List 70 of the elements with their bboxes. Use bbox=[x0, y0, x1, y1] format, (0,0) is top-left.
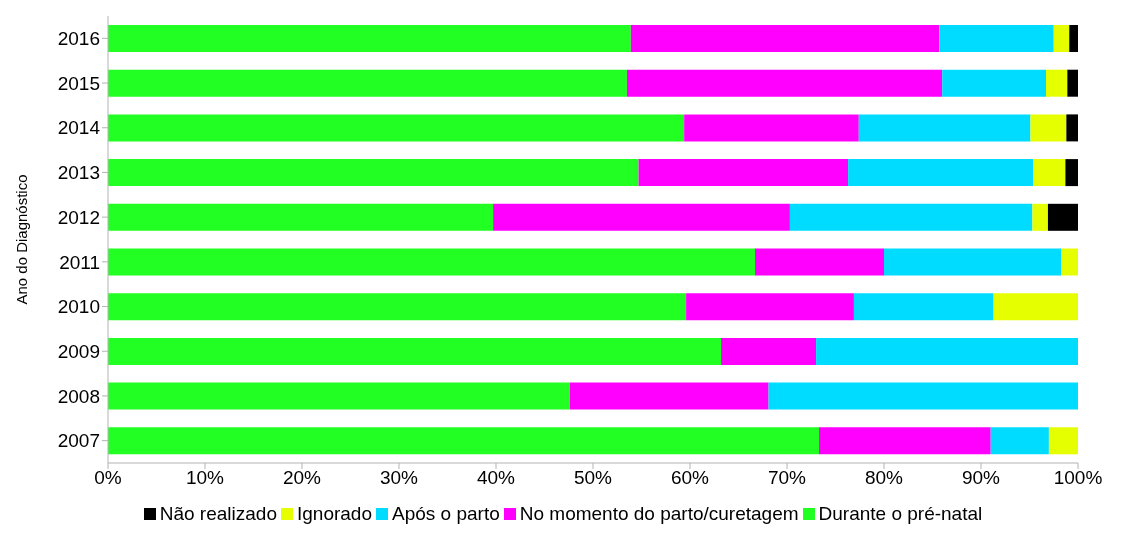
bar bbox=[1065, 159, 1078, 187]
y-tick-label: 2015 bbox=[57, 72, 100, 94]
x-tick-label: 10% bbox=[185, 467, 225, 489]
bar bbox=[819, 427, 991, 455]
y-tick-label: 2008 bbox=[57, 385, 100, 407]
y-tick-label: 2009 bbox=[57, 340, 100, 362]
x-tick-label: 40% bbox=[476, 467, 516, 489]
bar bbox=[108, 25, 631, 52]
bar bbox=[638, 159, 849, 187]
x-tick-label: 80% bbox=[864, 467, 904, 489]
bar bbox=[684, 114, 859, 142]
y-tick-label: 2016 bbox=[57, 28, 100, 50]
y-tick-label: 2011 bbox=[59, 251, 100, 273]
x-tick-label: 70% bbox=[767, 467, 807, 489]
bar bbox=[1047, 203, 1078, 231]
bar bbox=[108, 293, 687, 321]
bar bbox=[108, 337, 722, 365]
bar bbox=[108, 69, 627, 97]
y-axis-title: Ano do Diagnóstico bbox=[13, 174, 31, 305]
bar bbox=[853, 293, 994, 321]
bar bbox=[942, 69, 1046, 97]
bar bbox=[493, 203, 790, 231]
bar bbox=[108, 114, 685, 142]
bar bbox=[858, 114, 1031, 142]
bar bbox=[1032, 203, 1048, 231]
y-tick-label: 2012 bbox=[57, 206, 100, 228]
bar bbox=[108, 248, 755, 276]
bar bbox=[1033, 159, 1066, 187]
legend-label: Após o parto bbox=[391, 503, 500, 525]
x-tick-label: 50% bbox=[573, 467, 613, 489]
x-tick-label: 60% bbox=[670, 467, 710, 489]
bar bbox=[108, 427, 820, 455]
y-tick-label: 2014 bbox=[57, 117, 101, 139]
bar bbox=[630, 25, 940, 52]
bar bbox=[1045, 69, 1068, 97]
legend-label: No momento do parto/curetagem bbox=[518, 503, 799, 525]
bar bbox=[768, 382, 1078, 410]
bar bbox=[569, 382, 769, 410]
x-tick-label: 0% bbox=[94, 467, 122, 489]
y-tick-label: 2007 bbox=[57, 430, 100, 452]
x-tick-label: 20% bbox=[282, 467, 322, 489]
bar bbox=[789, 203, 1033, 231]
bar bbox=[108, 382, 570, 410]
legend-label: Ignorado bbox=[295, 503, 372, 525]
y-tick-label: 2013 bbox=[57, 162, 100, 184]
bar bbox=[1067, 69, 1078, 97]
bar bbox=[108, 159, 639, 187]
bar bbox=[626, 69, 943, 97]
bar bbox=[990, 427, 1049, 455]
bar bbox=[1066, 114, 1078, 142]
y-tick-label: 2010 bbox=[57, 296, 100, 318]
legend-label: Não realizado bbox=[158, 503, 277, 525]
bar bbox=[754, 248, 884, 276]
x-tick-label: 100% bbox=[1053, 467, 1103, 489]
x-tick-label: 30% bbox=[379, 467, 419, 489]
bar bbox=[816, 337, 1078, 365]
bar bbox=[108, 203, 494, 231]
legend-label: Durante o pré-natal bbox=[817, 503, 983, 525]
bar bbox=[1061, 248, 1078, 276]
bar bbox=[1048, 427, 1078, 455]
bar bbox=[939, 25, 1054, 52]
bar bbox=[1030, 114, 1067, 142]
bar bbox=[848, 159, 1034, 187]
bar bbox=[721, 337, 817, 365]
bar bbox=[1069, 25, 1078, 52]
bar bbox=[884, 248, 1062, 276]
x-tick-label: 90% bbox=[961, 467, 1001, 489]
bar bbox=[686, 293, 854, 321]
bar bbox=[993, 293, 1078, 321]
bar bbox=[1053, 25, 1070, 52]
